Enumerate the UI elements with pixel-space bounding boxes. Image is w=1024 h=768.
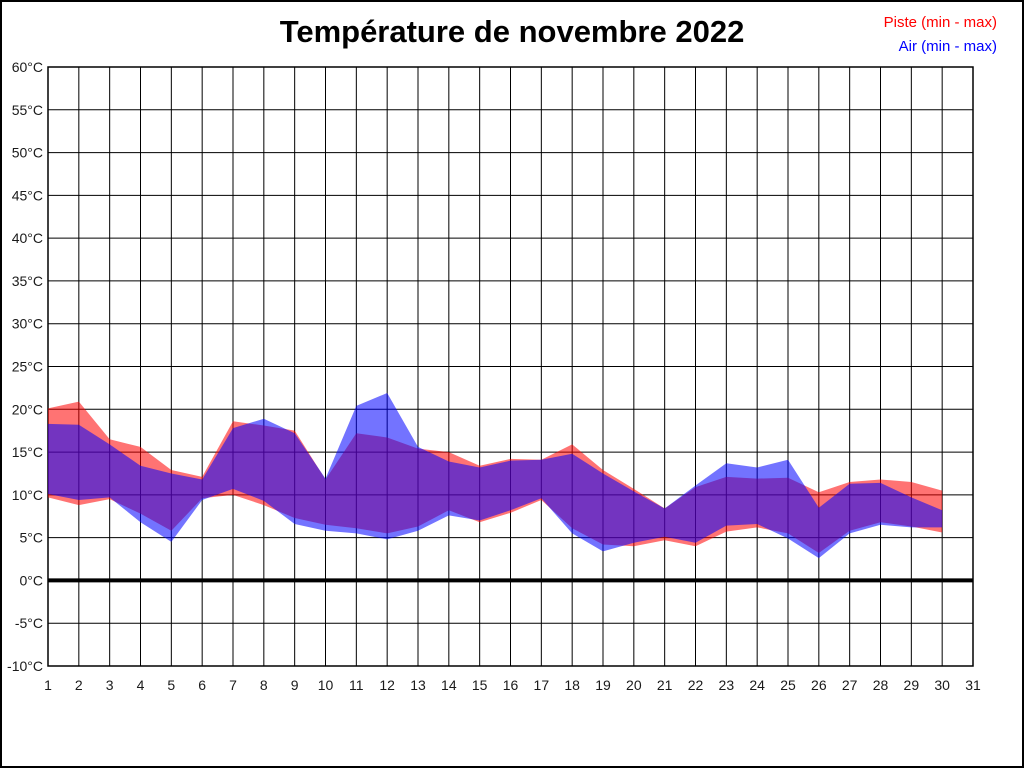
x-tick-label: 20 (626, 677, 642, 693)
y-tick-label: 60°C (12, 59, 43, 75)
x-tick-label: 25 (780, 677, 796, 693)
x-tick-label: 6 (198, 677, 206, 693)
legend-item-air: Air (min - max) (898, 38, 997, 55)
x-tick-label: 19 (595, 677, 611, 693)
y-tick-label: 40°C (12, 230, 43, 246)
x-tick-label: 16 (503, 677, 519, 693)
x-tick-label: 29 (904, 677, 920, 693)
x-tick-label: 13 (410, 677, 426, 693)
y-tick-label: -5°C (15, 615, 43, 631)
x-tick-label: 3 (106, 677, 114, 693)
x-tick-label: 23 (719, 677, 735, 693)
legend-item-piste: Piste (min - max) (883, 14, 997, 31)
y-tick-label: 55°C (12, 102, 43, 118)
x-tick-label: 27 (842, 677, 858, 693)
y-tick-label: 20°C (12, 401, 43, 417)
x-tick-label: 2 (75, 677, 83, 693)
x-tick-label: 9 (291, 677, 299, 693)
x-tick-label: 14 (441, 677, 457, 693)
y-tick-label: 5°C (20, 530, 44, 546)
air-band (48, 393, 943, 559)
y-tick-label: 25°C (12, 359, 43, 375)
plot-border (47, 66, 974, 667)
y-tick-label: 45°C (12, 187, 43, 203)
x-tick-label: 30 (934, 677, 950, 693)
chart-title: Température de novembre 2022 (279, 14, 745, 49)
y-tick-label: 50°C (12, 145, 43, 161)
x-tick-label: 22 (688, 677, 704, 693)
x-tick-label: 7 (229, 677, 237, 693)
x-tick-label: 15 (472, 677, 488, 693)
x-tick-label: 18 (564, 677, 580, 693)
x-tick-label: 11 (349, 677, 364, 693)
x-tick-label: 1 (44, 677, 52, 693)
x-tick-label: 5 (167, 677, 175, 693)
x-tick-label: 4 (137, 677, 145, 693)
x-tick-label: 17 (534, 677, 550, 693)
x-tick-label: 31 (965, 677, 981, 693)
y-tick-label: 30°C (12, 316, 43, 332)
x-tick-label: 26 (811, 677, 827, 693)
legend: Piste (min - max) Air (min - max) (884, 11, 997, 59)
x-tick-label: 21 (657, 677, 673, 693)
y-tick-label: 15°C (12, 444, 43, 460)
y-tick-label: 0°C (20, 572, 44, 588)
y-tick-label: 10°C (12, 487, 43, 503)
x-tick-label: 10 (318, 677, 334, 693)
x-tick-label: 8 (260, 677, 268, 693)
x-tick-label: 28 (873, 677, 889, 693)
x-tick-label: 12 (379, 677, 395, 693)
y-tick-label: 35°C (12, 273, 43, 289)
y-tick-label: -10°C (7, 658, 43, 674)
x-tick-label: 24 (749, 677, 765, 693)
